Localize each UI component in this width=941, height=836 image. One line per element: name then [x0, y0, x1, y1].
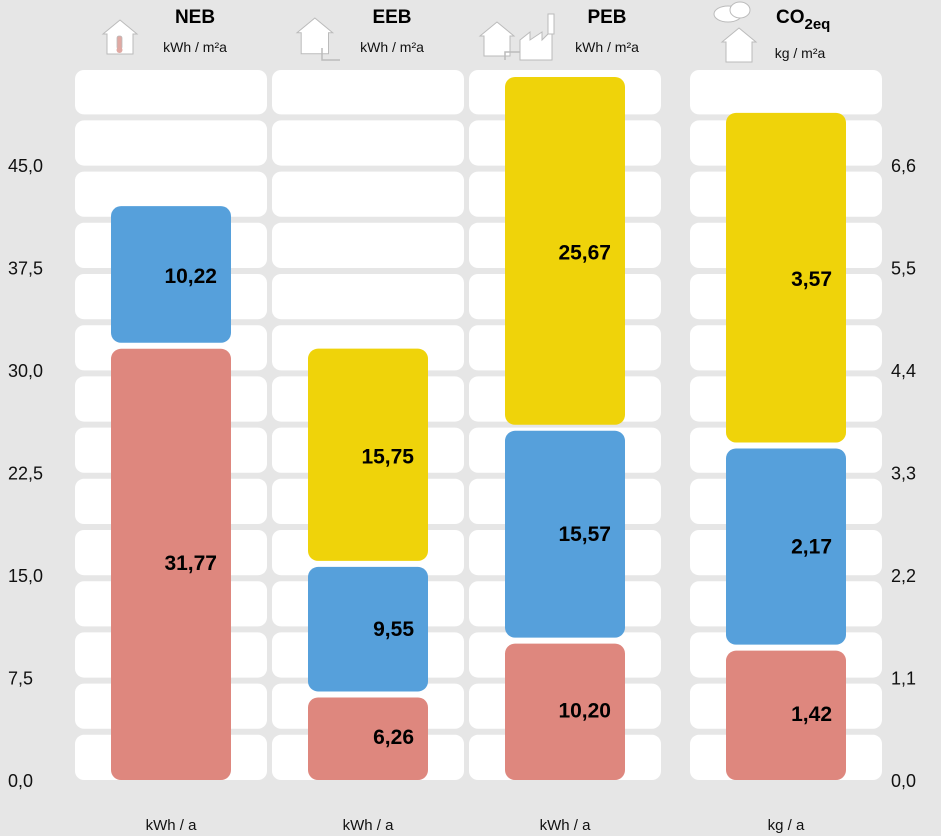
data-label: 25,67	[558, 241, 611, 264]
house-cloud-icon	[713, 1, 758, 63]
column-title: PEB	[587, 7, 626, 28]
bar-segment-blue	[726, 448, 846, 645]
house-pipe-icon	[295, 17, 340, 61]
bottom-unit: kWh / a	[540, 817, 592, 834]
grid-cell	[272, 222, 464, 268]
data-label: 9,55	[373, 618, 414, 641]
left-tick-label: 7,5	[8, 669, 33, 689]
grid-cell	[690, 70, 882, 115]
left-tick-label: 30,0	[8, 361, 43, 381]
bar-segment-yellow	[505, 76, 625, 425]
right-tick-label: 1,1	[891, 669, 916, 689]
right-tick-label: 3,3	[891, 464, 916, 484]
bar-segment-blue	[111, 206, 231, 343]
header-icons	[101, 1, 758, 63]
left-tick-label: 15,0	[8, 566, 43, 586]
bottom-units: kWh / a kWh / a kWh / a kg / a	[146, 817, 805, 834]
column-headers: NEB kWh / m²a EEB kWh / m²a PEB kWh / m²a CO2e…	[163, 7, 830, 61]
data-label: 1,42	[791, 703, 832, 726]
data-label: 31,77	[164, 552, 217, 575]
bar-segment-red	[308, 697, 428, 780]
bottom-unit: kWh / a	[146, 817, 198, 834]
house-factory-icon	[478, 13, 555, 61]
bar-segment-yellow	[308, 348, 428, 561]
bottom-unit: kg / a	[768, 817, 805, 834]
bar-segment-red	[111, 348, 231, 780]
data-label: 10,22	[164, 265, 217, 288]
data-label: 15,57	[558, 523, 611, 546]
axis-ticks: 0,0 7,5 15,0 22,5 30,0 37,5 45,0 0,0 1,1 2,2 3,3 4,…	[8, 156, 916, 791]
data-label: 2,17	[791, 536, 832, 559]
column-title: NEB	[175, 7, 215, 28]
grid-cell	[272, 70, 464, 115]
grid-cell	[75, 171, 267, 217]
right-tick-label: 0,0	[891, 771, 916, 791]
column-unit: kg / m²a	[775, 45, 826, 61]
grid-cell	[272, 171, 464, 217]
data-label: 6,26	[373, 726, 414, 749]
column-title: CO2eq	[776, 7, 830, 33]
bars: 31,77 10,22 6,26 9,55 15,75 10,20 15,57 25,67 1,…	[111, 76, 846, 780]
left-tick-label: 22,5	[8, 464, 43, 484]
right-tick-label: 6,6	[891, 156, 916, 176]
right-tick-label: 2,2	[891, 566, 916, 586]
bar-segment-blue	[505, 430, 625, 638]
left-tick-label: 45,0	[8, 156, 43, 176]
grid-cell	[75, 70, 267, 115]
bar-segment-blue	[308, 566, 428, 692]
grid-cell	[75, 120, 267, 166]
left-tick-label: 37,5	[8, 259, 43, 279]
bar-segment-red	[505, 643, 625, 780]
house-thermometer-icon	[101, 19, 139, 55]
bar-segment-red	[726, 650, 846, 780]
column-unit: kWh / m²a	[575, 39, 639, 55]
right-tick-label: 4,4	[891, 361, 916, 381]
data-label: 15,75	[361, 445, 414, 468]
column-unit: kWh / m²a	[163, 39, 227, 55]
right-tick-label: 5,5	[891, 259, 916, 279]
bar-segment-yellow	[726, 112, 846, 443]
bottom-unit: kWh / a	[343, 817, 395, 834]
left-tick-label: 0,0	[8, 771, 33, 791]
column-title: EEB	[372, 7, 411, 28]
column-unit: kWh / m²a	[360, 39, 424, 55]
data-label: 3,57	[791, 268, 832, 291]
grid-cell	[272, 274, 464, 320]
grid-cell	[272, 120, 464, 166]
data-label: 10,20	[558, 699, 611, 722]
